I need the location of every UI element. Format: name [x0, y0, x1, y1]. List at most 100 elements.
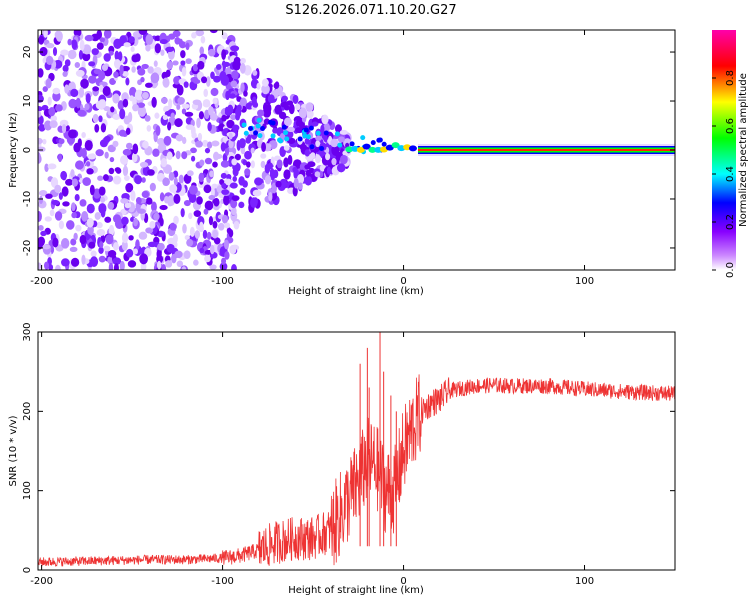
noise-blob — [154, 112, 160, 119]
transition-blob — [314, 171, 321, 178]
noise-blob — [129, 95, 135, 102]
spectrogram-x-label: Height of straight line (km) — [288, 286, 424, 297]
noise-blob — [121, 240, 128, 251]
strong-blob — [253, 130, 259, 136]
noise-blob — [38, 236, 46, 247]
transition-blob — [279, 178, 288, 190]
noise-blob — [130, 216, 135, 223]
noise-blob — [204, 147, 211, 154]
noise-blob — [86, 168, 94, 175]
noise-blob — [98, 255, 106, 263]
transition-blob — [231, 70, 239, 80]
noise-blob — [92, 86, 100, 92]
noise-blob — [122, 71, 129, 77]
noise-blob — [162, 177, 170, 187]
noise-blob — [55, 264, 61, 270]
noise-blob — [129, 86, 137, 98]
noise-blob — [96, 42, 104, 50]
colorbar-gradient — [712, 30, 736, 270]
noise-blob — [165, 46, 174, 53]
noise-blob — [103, 105, 111, 112]
noise-blob — [107, 144, 116, 153]
noise-blob — [82, 177, 91, 186]
transition-blob — [229, 182, 238, 189]
noise-blob — [175, 134, 184, 142]
noise-blob — [70, 257, 80, 267]
noise-blob — [60, 170, 68, 180]
noise-blob — [89, 256, 99, 267]
noise-blob — [130, 46, 135, 53]
noise-blob — [204, 200, 214, 211]
transition-blob — [239, 187, 246, 195]
transition-blob — [293, 177, 299, 189]
noise-blob — [90, 250, 97, 258]
noise-blob — [159, 217, 164, 227]
transition-blob — [330, 138, 339, 148]
noise-blob — [230, 45, 240, 52]
transition-blob — [274, 104, 283, 115]
noise-blob — [45, 193, 53, 199]
noise-blob — [137, 102, 146, 108]
strong-blob — [370, 140, 376, 146]
transition-blob — [281, 95, 288, 102]
noise-blob — [149, 182, 156, 192]
noise-blob — [127, 111, 133, 123]
noise-blob — [138, 30, 148, 35]
noise-blob — [71, 178, 79, 187]
transition-blob — [337, 136, 345, 143]
noise-blob — [188, 193, 197, 204]
y-tick-label: 20 — [22, 46, 33, 59]
noise-blob — [125, 77, 130, 86]
noise-blob — [68, 82, 75, 91]
transition-blob — [326, 166, 332, 175]
noise-blob — [47, 163, 57, 170]
noise-blob — [172, 82, 181, 89]
noise-blob — [91, 48, 99, 56]
noise-blob — [204, 254, 211, 263]
transition-blob — [283, 117, 292, 127]
noise-blob — [183, 250, 191, 260]
noise-blob — [134, 175, 143, 185]
noise-blob — [174, 250, 183, 259]
colorbar-ticks: 0.0 0.2 0.4 0.6 0.8 — [712, 70, 736, 278]
noise-blob — [75, 69, 85, 77]
transition-blob — [276, 159, 283, 169]
transition-blob — [305, 102, 314, 112]
noise-blob — [150, 72, 160, 84]
noise-blob — [66, 220, 75, 230]
noise-blob — [173, 76, 181, 85]
noise-blob — [145, 82, 153, 88]
transition-blob — [318, 170, 324, 178]
transition-blob — [334, 124, 342, 134]
noise-blob — [191, 155, 196, 162]
noise-blob — [210, 87, 219, 97]
noise-blob — [176, 260, 184, 268]
noise-blob — [128, 36, 135, 43]
noise-blob — [38, 115, 44, 125]
noise-blob — [208, 194, 216, 201]
noise-blob — [89, 184, 95, 196]
transition-blob — [272, 169, 279, 179]
noise-blob — [181, 108, 187, 115]
noise-blob — [186, 170, 194, 177]
noise-blob — [173, 215, 179, 225]
noise-blob — [138, 231, 148, 240]
noise-blob — [193, 259, 199, 266]
noise-blob — [198, 172, 205, 183]
noise-blob — [38, 94, 44, 103]
transition-blob — [220, 74, 230, 86]
transition-blob — [227, 104, 234, 115]
noise-blob — [121, 216, 129, 226]
noise-blob — [60, 49, 69, 56]
noise-blob — [132, 248, 139, 255]
transition-blob — [315, 135, 322, 141]
noise-blob — [119, 108, 126, 120]
transition-blob — [257, 109, 265, 117]
noise-blob — [107, 201, 115, 210]
transition-blob — [221, 114, 227, 122]
noise-blob — [131, 54, 140, 63]
noise-blob — [68, 129, 77, 139]
noise-blob — [208, 215, 214, 226]
noise-blob — [174, 118, 183, 128]
strong-blob — [281, 124, 287, 130]
